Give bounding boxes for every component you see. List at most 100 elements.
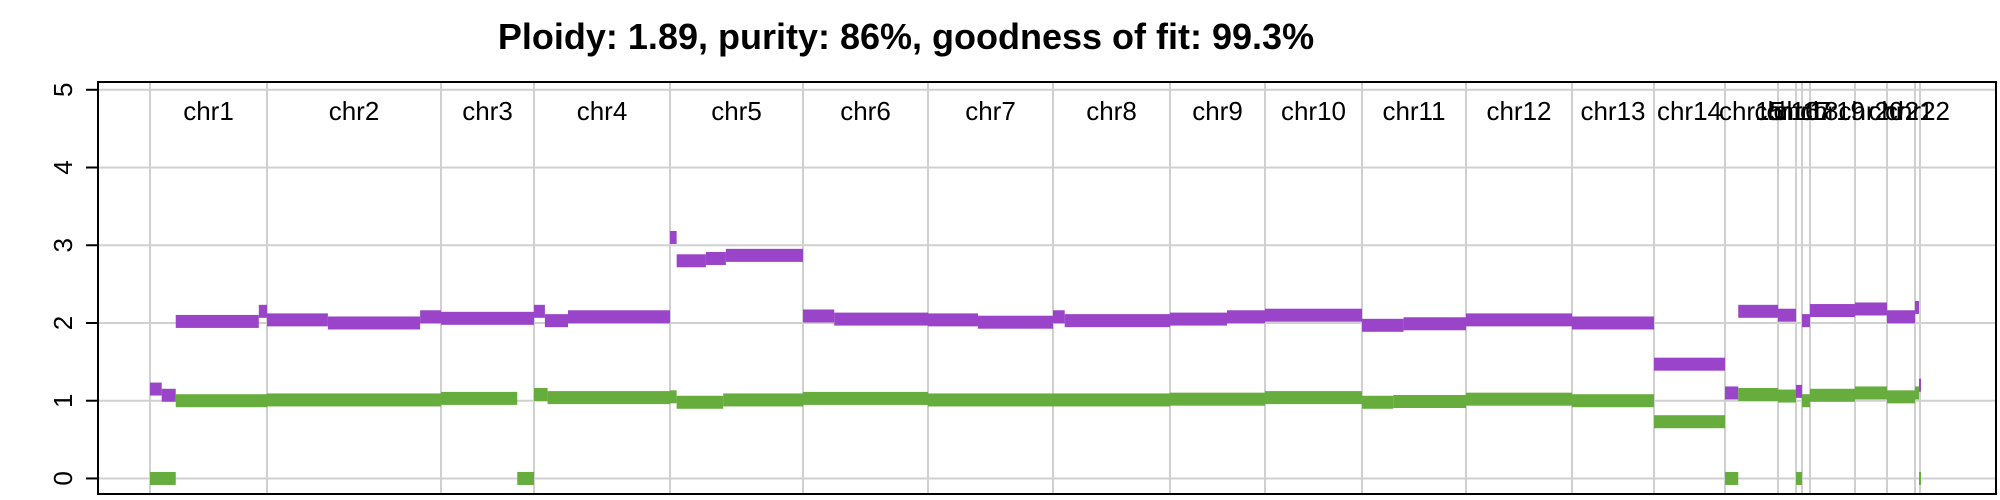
y-tick-label: 4 xyxy=(48,160,78,174)
segment-major xyxy=(175,314,259,328)
segment-major xyxy=(725,248,803,262)
segment-major xyxy=(1170,312,1227,326)
segment-minor xyxy=(517,471,534,485)
segment-major xyxy=(534,304,545,318)
segment-minor xyxy=(267,393,441,407)
segment-major xyxy=(978,315,1053,329)
y-tick-label: 5 xyxy=(48,83,78,97)
segment-major xyxy=(928,313,978,327)
segment-major xyxy=(327,316,421,330)
chromosome-label: chr21 xyxy=(1868,96,1933,126)
chromosome-label: chr2 xyxy=(329,96,380,126)
chart-title: Ploidy: 1.89, purity: 86%, goodness of f… xyxy=(497,16,1315,57)
segment-minor xyxy=(1053,393,1170,407)
chromosome-label: chr6 xyxy=(840,96,891,126)
segment-major xyxy=(1403,317,1466,331)
segment-minor xyxy=(1725,471,1739,485)
segments-layer xyxy=(150,230,1921,485)
segment-major xyxy=(1802,314,1810,328)
segment-minor xyxy=(1919,471,1921,485)
segment-minor xyxy=(803,391,928,405)
segment-minor xyxy=(928,393,1053,407)
chromosome-label: chr14 xyxy=(1657,96,1722,126)
segment-major xyxy=(1265,308,1362,322)
chromosome-label: chr7 xyxy=(965,96,1016,126)
segment-major xyxy=(670,230,677,244)
segment-major xyxy=(1654,357,1725,371)
segment-major xyxy=(1362,318,1404,332)
segment-major xyxy=(1466,313,1572,327)
segment-major xyxy=(1725,386,1739,400)
segment-major xyxy=(568,310,670,324)
segment-minor xyxy=(1466,392,1572,406)
segment-minor xyxy=(1265,391,1362,405)
segment-minor xyxy=(723,393,803,407)
segment-minor xyxy=(1887,390,1915,404)
y-tick-label: 3 xyxy=(48,238,78,252)
segment-major xyxy=(1796,384,1802,398)
y-tick-label: 1 xyxy=(48,393,78,407)
chromosome-label: chr9 xyxy=(1192,96,1243,126)
segment-major xyxy=(544,314,568,328)
segment-major xyxy=(1227,310,1265,324)
chromosome-label: chr8 xyxy=(1086,96,1137,126)
segment-minor xyxy=(534,387,548,401)
segment-major xyxy=(420,310,441,324)
segment-major xyxy=(676,254,706,268)
segment-major xyxy=(1064,314,1170,328)
segment-major xyxy=(1919,378,1921,392)
segment-minor xyxy=(1915,386,1919,400)
segment-minor xyxy=(670,390,677,404)
chromosome-label: chr11 xyxy=(1382,96,1445,126)
segment-major xyxy=(150,382,162,396)
segment-minor xyxy=(150,471,176,485)
segment-minor xyxy=(175,394,267,408)
segment-minor xyxy=(1654,415,1725,429)
segment-major xyxy=(1053,310,1065,324)
segment-minor xyxy=(1572,394,1654,408)
chromosome-label: chr15 xyxy=(1719,96,1784,126)
chromosome-label: chr12 xyxy=(1486,96,1551,126)
chromosome-label: chr4 xyxy=(577,96,628,126)
segment-minor xyxy=(1393,394,1466,408)
chromosome-label: chr18 xyxy=(1773,96,1838,126)
segment-minor xyxy=(1170,392,1265,406)
segment-minor xyxy=(1802,394,1810,408)
segment-minor xyxy=(1778,389,1796,403)
segment-minor xyxy=(1810,388,1855,402)
chromosome-label: chr10 xyxy=(1281,96,1346,126)
segment-major xyxy=(1855,302,1887,316)
chromosome-label: chr1 xyxy=(183,96,234,126)
segment-minor xyxy=(676,395,724,409)
segment-minor xyxy=(547,391,670,405)
segment-minor xyxy=(1362,395,1394,409)
y-axis: 0 1 2 3 4 5 xyxy=(48,83,98,486)
chromosome-label: chr19 xyxy=(1800,96,1865,126)
segment-minor xyxy=(1855,386,1887,400)
chromosome-label: chr3 xyxy=(462,96,513,126)
segment-major xyxy=(834,312,928,326)
grid-layer xyxy=(98,82,1996,494)
chromosome-label: chr13 xyxy=(1580,96,1645,126)
segment-major xyxy=(1738,304,1778,318)
chromosome-label: chr5 xyxy=(711,96,762,126)
segment-major xyxy=(705,251,726,265)
chromosome-labels: chr1 chr2 chr3 chr4 chr5 chr6 chr7 chr8 chr9 chr1… xyxy=(183,96,1950,126)
segment-major xyxy=(161,388,176,402)
segment-minor xyxy=(1796,471,1802,485)
chromosome-label: chr17 xyxy=(1766,96,1831,126)
segment-minor xyxy=(1738,387,1778,401)
segment-major xyxy=(1572,316,1654,330)
segment-major xyxy=(258,304,267,318)
segment-minor xyxy=(441,391,518,405)
segment-major xyxy=(1915,300,1919,314)
plot-frame xyxy=(97,81,1997,495)
chromosome-label: chr20 xyxy=(1838,96,1903,126)
segment-major xyxy=(1887,310,1915,324)
y-tick-label: 0 xyxy=(48,471,78,485)
segment-major xyxy=(267,313,328,327)
y-tick-label: 2 xyxy=(48,316,78,330)
chromosome-label: chr16 xyxy=(1754,96,1819,126)
segment-major xyxy=(1778,308,1796,322)
